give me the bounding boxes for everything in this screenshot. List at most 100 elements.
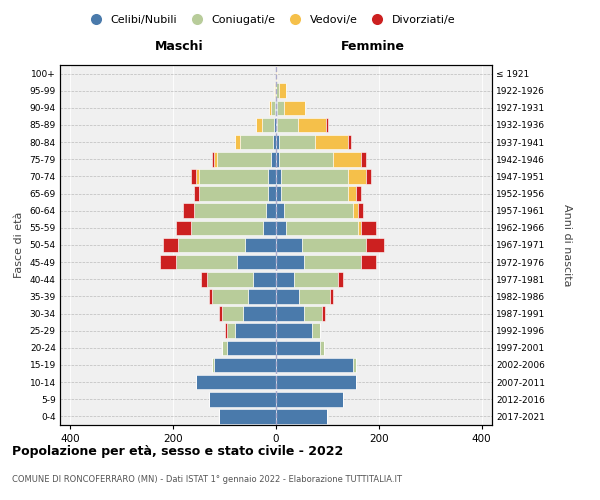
Bar: [263, 220, 276, 235]
Bar: [268, 169, 276, 184]
Bar: [284, 100, 305, 115]
Bar: [269, 100, 271, 115]
Bar: [278, 152, 332, 166]
Bar: [271, 152, 276, 166]
Bar: [178, 238, 245, 252]
Bar: [274, 84, 275, 98]
Bar: [212, 152, 214, 166]
Bar: [276, 84, 278, 98]
Bar: [202, 272, 206, 286]
Bar: [320, 340, 324, 355]
Bar: [184, 204, 194, 218]
Bar: [220, 409, 276, 424]
Bar: [358, 220, 361, 235]
Bar: [276, 324, 312, 338]
Bar: [312, 324, 320, 338]
Bar: [199, 186, 268, 201]
Bar: [276, 152, 278, 166]
Bar: [353, 358, 356, 372]
Bar: [242, 306, 276, 321]
Bar: [222, 340, 227, 355]
Bar: [276, 186, 281, 201]
Y-axis label: Fasce di età: Fasce di età: [14, 212, 24, 278]
Bar: [271, 100, 275, 115]
Bar: [220, 306, 222, 321]
Bar: [214, 358, 276, 372]
Bar: [276, 306, 304, 321]
Bar: [348, 186, 356, 201]
Bar: [209, 289, 212, 304]
Bar: [196, 375, 276, 390]
Bar: [176, 220, 191, 235]
Bar: [276, 204, 284, 218]
Bar: [314, 135, 348, 150]
Bar: [366, 169, 371, 184]
Bar: [277, 100, 284, 115]
Bar: [276, 289, 299, 304]
Bar: [191, 220, 263, 235]
Bar: [278, 135, 314, 150]
Bar: [196, 169, 199, 184]
Bar: [266, 204, 276, 218]
Bar: [304, 306, 322, 321]
Bar: [353, 204, 358, 218]
Bar: [275, 84, 276, 98]
Bar: [191, 169, 196, 184]
Bar: [299, 289, 330, 304]
Bar: [274, 135, 276, 150]
Bar: [209, 392, 276, 406]
Bar: [163, 238, 178, 252]
Text: COMUNE DI RONCOFERRARO (MN) - Dati ISTAT 1° gennaio 2022 - Elaborazione TUTTITAL: COMUNE DI RONCOFERRARO (MN) - Dati ISTAT…: [12, 475, 402, 484]
Bar: [227, 324, 235, 338]
Bar: [206, 272, 253, 286]
Bar: [217, 152, 271, 166]
Bar: [212, 358, 214, 372]
Bar: [274, 118, 276, 132]
Bar: [199, 169, 268, 184]
Bar: [330, 289, 332, 304]
Bar: [348, 169, 366, 184]
Bar: [276, 255, 304, 270]
Bar: [304, 255, 361, 270]
Bar: [160, 255, 176, 270]
Bar: [332, 152, 361, 166]
Text: Femmine: Femmine: [341, 40, 405, 53]
Bar: [326, 118, 328, 132]
Bar: [222, 306, 242, 321]
Bar: [227, 340, 276, 355]
Bar: [235, 135, 240, 150]
Bar: [276, 220, 286, 235]
Bar: [262, 118, 274, 132]
Bar: [361, 152, 366, 166]
Bar: [348, 135, 350, 150]
Bar: [256, 118, 262, 132]
Text: Popolazione per età, sesso e stato civile - 2022: Popolazione per età, sesso e stato civil…: [12, 445, 343, 458]
Bar: [276, 358, 353, 372]
Bar: [298, 118, 326, 132]
Bar: [240, 135, 274, 150]
Bar: [281, 186, 348, 201]
Bar: [245, 238, 276, 252]
Bar: [276, 135, 278, 150]
Bar: [276, 340, 320, 355]
Bar: [276, 118, 277, 132]
Bar: [238, 255, 276, 270]
Y-axis label: Anni di nascita: Anni di nascita: [562, 204, 572, 286]
Bar: [253, 272, 276, 286]
Bar: [194, 186, 199, 201]
Bar: [361, 255, 376, 270]
Bar: [361, 220, 376, 235]
Bar: [235, 324, 276, 338]
Bar: [338, 272, 343, 286]
Bar: [224, 324, 227, 338]
Bar: [248, 289, 276, 304]
Bar: [276, 66, 277, 81]
Bar: [268, 186, 276, 201]
Bar: [176, 255, 238, 270]
Bar: [358, 204, 364, 218]
Bar: [366, 238, 384, 252]
Bar: [276, 409, 328, 424]
Bar: [276, 238, 302, 252]
Legend: Celibi/Nubili, Coniugati/e, Vedovi/e, Divorziati/e: Celibi/Nubili, Coniugati/e, Vedovi/e, Di…: [80, 10, 460, 29]
Bar: [281, 169, 348, 184]
